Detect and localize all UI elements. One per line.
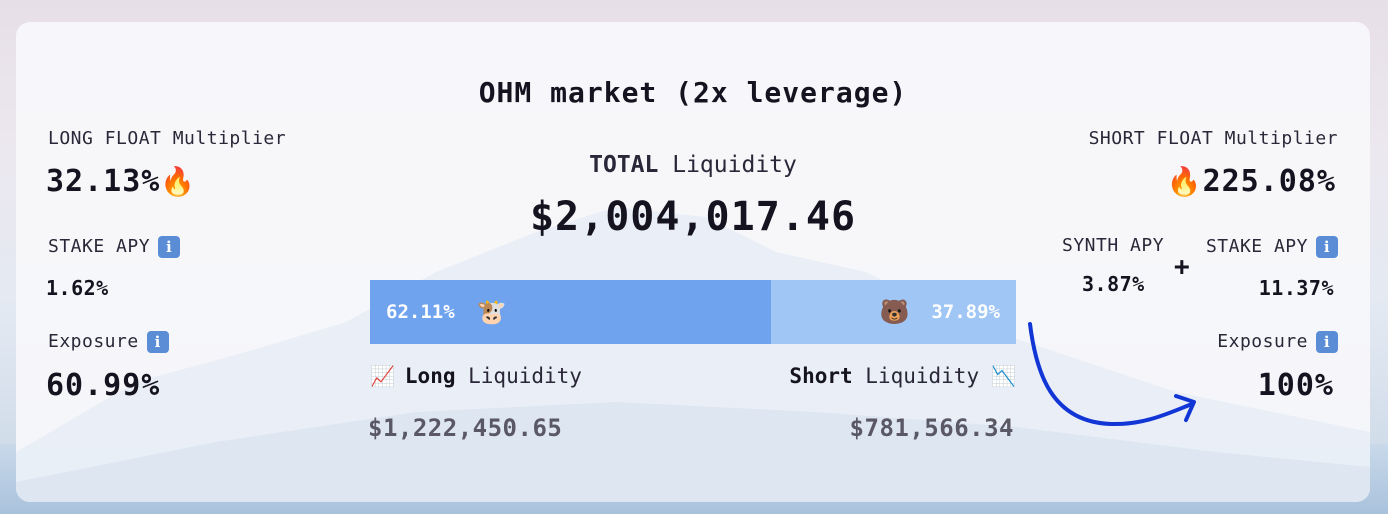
chart-up-icon: 📈: [370, 364, 395, 388]
info-icon[interactable]: i: [1316, 236, 1338, 258]
long-liquidity-bold: Long: [404, 364, 456, 388]
annotation-arrow-icon: [1028, 322, 1196, 427]
short-stake-apy-label: STAKE APY: [1205, 236, 1308, 257]
short-multiplier-label-prefix: SHORT: [1088, 128, 1146, 149]
short-exposure-label: Exposure: [1217, 331, 1308, 352]
short-multiplier-value: 225.08%: [1202, 164, 1336, 199]
long-liquidity-rest: Liquidity: [468, 364, 582, 388]
info-icon[interactable]: i: [158, 236, 181, 258]
long-multiplier: 32.13%🔥: [46, 164, 196, 199]
long-exposure-value: 60.99%: [46, 368, 161, 403]
long-multiplier-value: 32.13%: [46, 164, 161, 199]
cow-icon: 🐮: [476, 298, 507, 326]
short-multiplier: 🔥225.08%: [1167, 164, 1336, 199]
short-multiplier-label-suffix: FLOAT Multiplier: [1156, 128, 1338, 149]
long-stake-apy-label: STAKE APY: [48, 236, 151, 257]
short-liquidity-value: $781,566.34: [849, 414, 1014, 442]
long-stake-apy-value: 1.62%: [46, 276, 109, 300]
fire-icon: 🔥: [160, 165, 197, 198]
short-synth-apy-label: SYNTH APY: [1062, 235, 1165, 256]
bear-icon: 🐻: [879, 298, 910, 326]
short-stake-apy-label-row: STAKE APY i: [1206, 236, 1338, 258]
long-exposure-label: Exposure: [48, 331, 139, 352]
total-liquidity-label: TOTAL Liquidity: [16, 152, 1370, 178]
total-liquidity-value: $2,004,017.46: [529, 194, 857, 240]
short-multiplier-label: SHORT FLOAT Multiplier: [1089, 128, 1338, 149]
plus-sign: +: [1174, 252, 1190, 282]
long-multiplier-label-prefix: LONG: [48, 128, 94, 149]
long-stake-apy-label-row: STAKE APY i: [48, 236, 181, 258]
info-icon[interactable]: i: [146, 331, 169, 353]
fire-icon: 🔥: [1166, 165, 1203, 198]
short-exposure-value: 100%: [1257, 368, 1334, 403]
chart-down-icon: 📉: [991, 364, 1016, 388]
short-liquidity-bold: Short: [789, 364, 853, 388]
market-title: OHM market (2x leverage): [478, 76, 908, 109]
short-synth-apy-value: 3.87%: [1082, 272, 1145, 296]
info-icon[interactable]: i: [1316, 331, 1338, 353]
total-liquidity-label-rest: Liquidity: [672, 152, 797, 178]
short-stake-apy-value: 11.37%: [1258, 276, 1334, 300]
long-liquidity-label: 📈 Long Liquidity: [370, 364, 582, 388]
short-percent: 37.89%: [931, 301, 1000, 323]
market-card: OHM market (2x leverage) LONG FLOAT Mult…: [16, 22, 1370, 502]
long-multiplier-label: LONG FLOAT Multiplier: [48, 128, 286, 149]
long-liquidity-value: $1,222,450.65: [368, 414, 563, 442]
long-split-segment: 62.11% 🐮: [370, 280, 772, 344]
short-exposure-label-row: Exposure i: [1217, 331, 1338, 353]
long-multiplier-label-suffix: FLOAT Multiplier: [104, 128, 287, 149]
long-exposure-label-row: Exposure i: [48, 331, 169, 353]
long-percent: 62.11%: [386, 301, 455, 323]
short-liquidity-label: Short Liquidity 📉: [789, 364, 1016, 388]
total-liquidity-label-bold: TOTAL: [589, 152, 659, 178]
short-split-segment: 🐻 37.89%: [771, 280, 1016, 344]
liquidity-split-bar: 62.11% 🐮 🐻 37.89%: [370, 280, 1016, 344]
short-liquidity-rest: Liquidity: [865, 364, 980, 388]
